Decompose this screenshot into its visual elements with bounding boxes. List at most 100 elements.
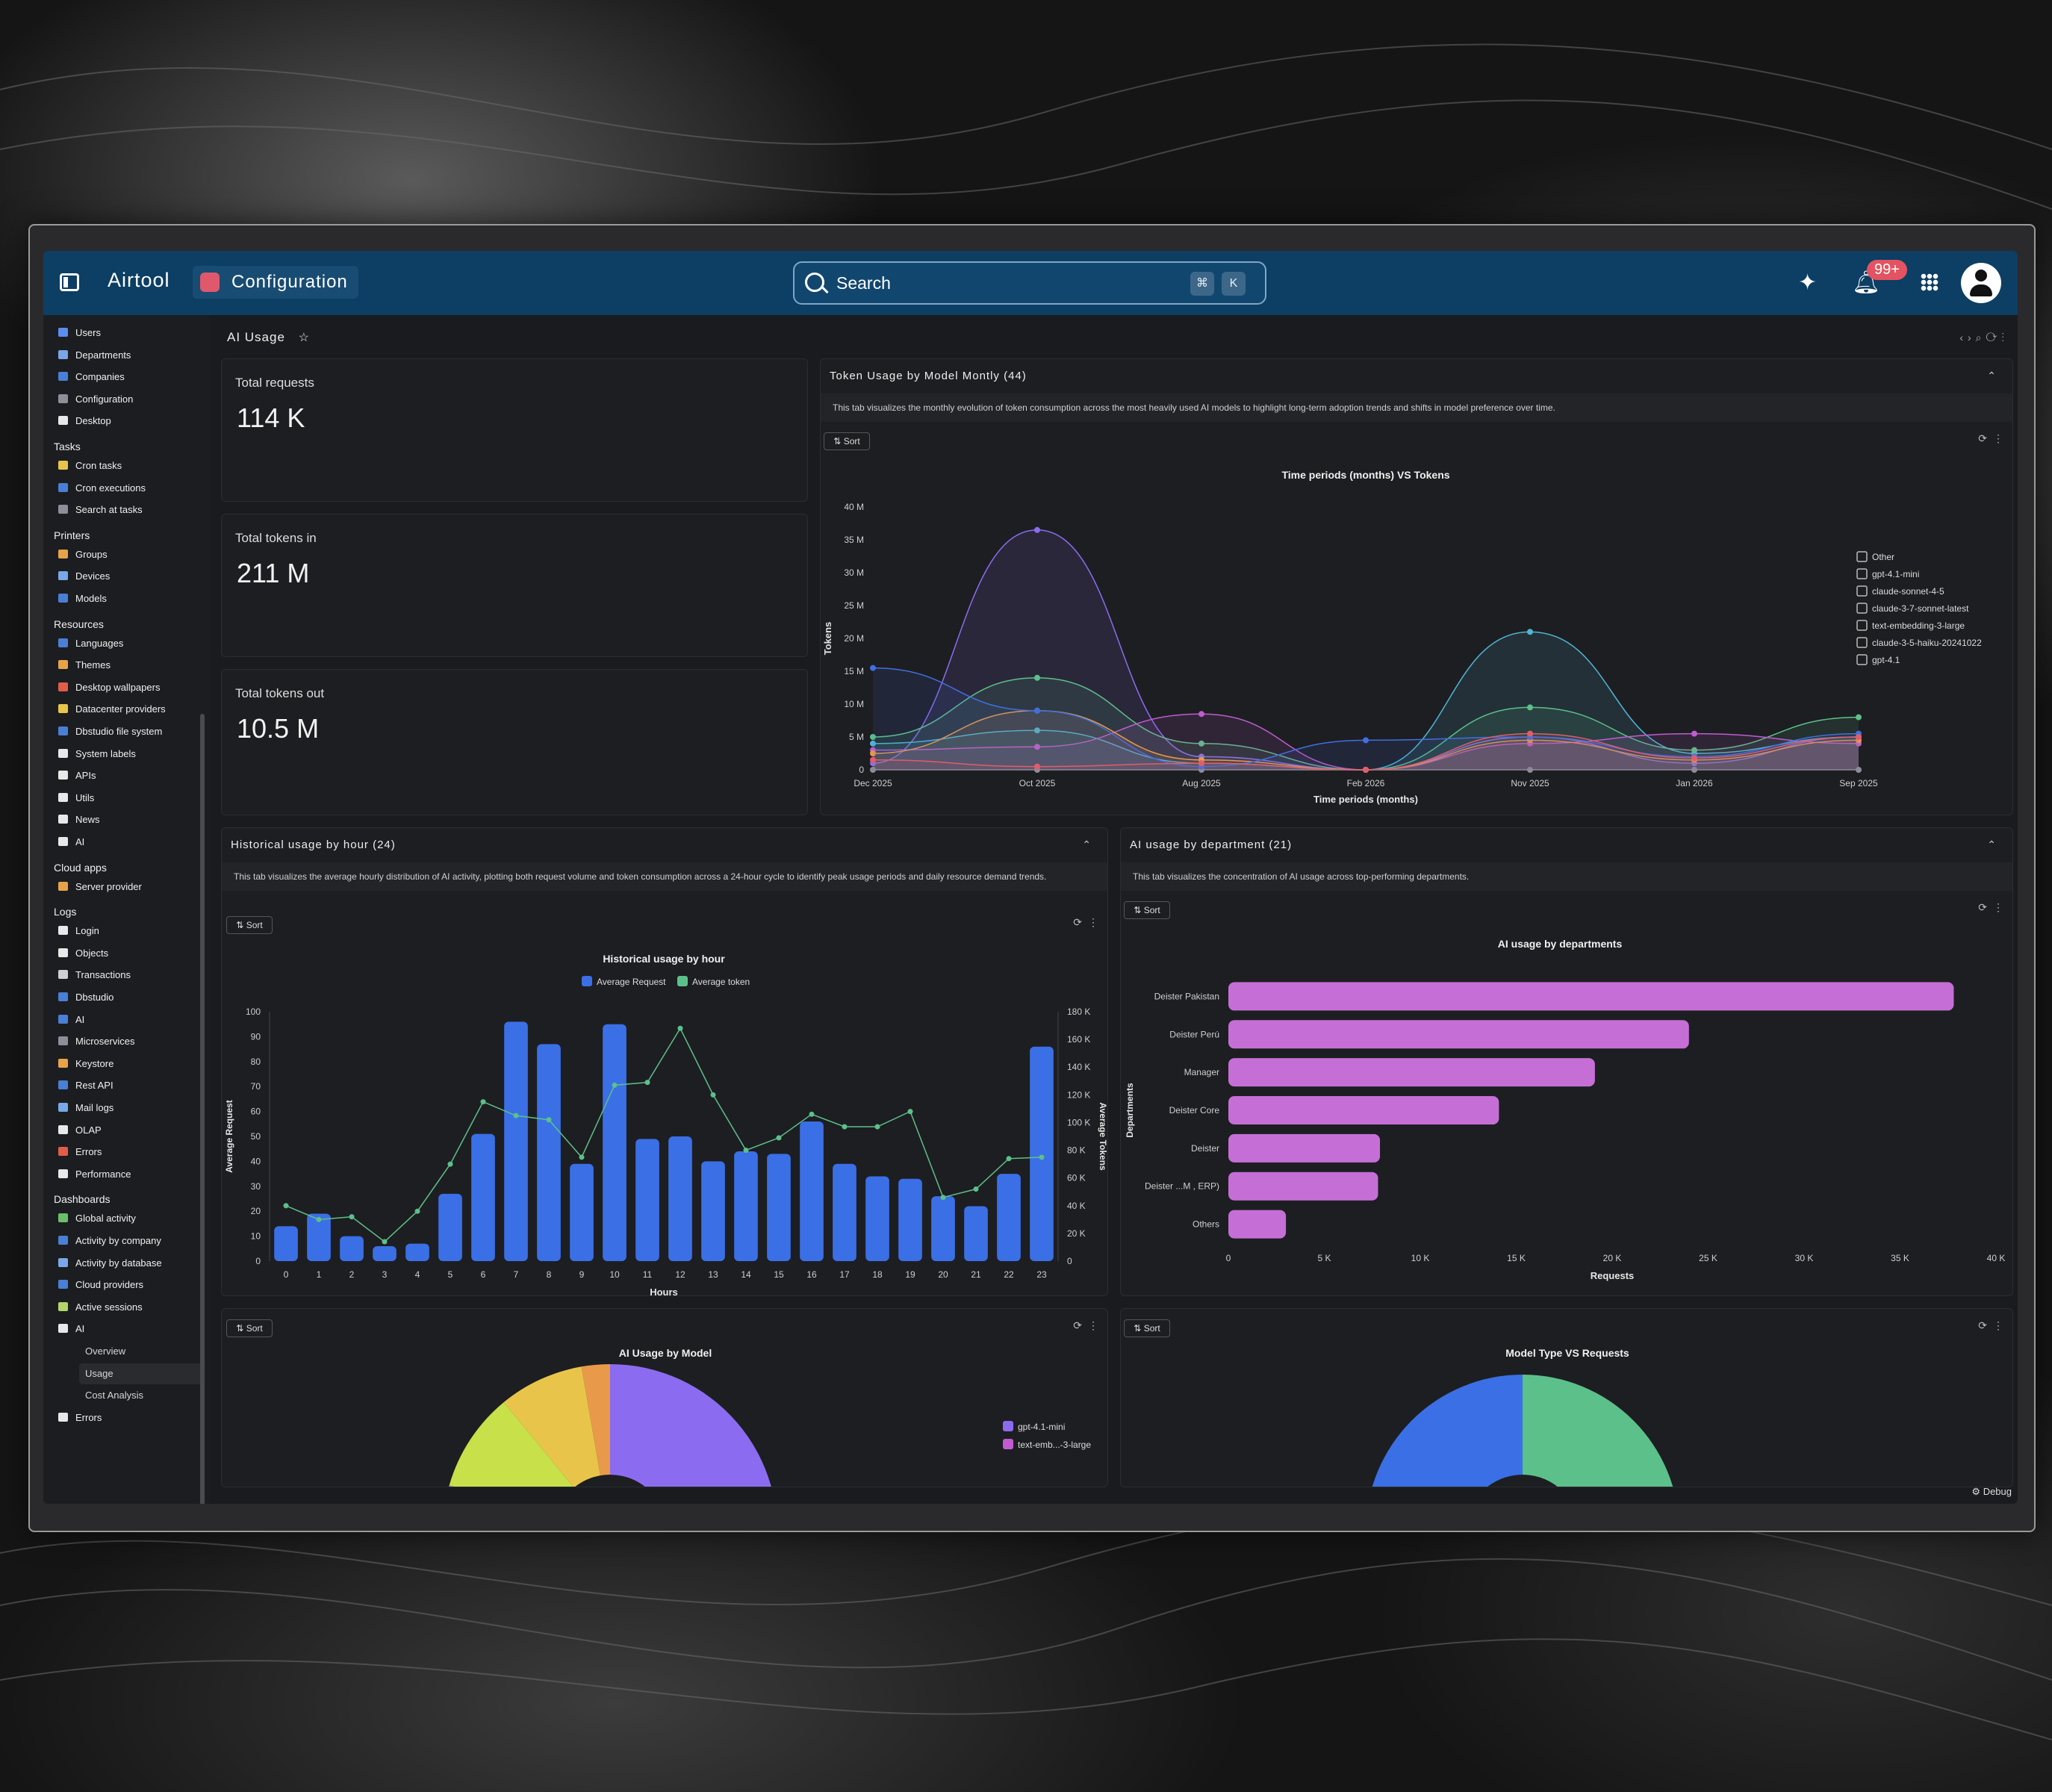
- performance-icon: [58, 1169, 68, 1178]
- sidebar-subitem-usage[interactable]: Usage: [79, 1363, 205, 1384]
- sidebar-item-departments[interactable]: Departments: [58, 345, 131, 366]
- sidebar-item-utils[interactable]: Utils: [58, 788, 94, 809]
- sidebar-item-activity-by-database[interactable]: Activity by database: [58, 1253, 162, 1274]
- panel-header[interactable]: Historical usage by hour (24) ⌃: [222, 828, 1107, 863]
- x-tick-label: 7: [514, 1269, 519, 1280]
- ai-sparkle-icon[interactable]: ✦: [1798, 270, 1818, 295]
- sidebar-item-datacenter-providers[interactable]: Datacenter providers: [58, 699, 166, 720]
- sidebar-item-themes[interactable]: Themes: [58, 655, 111, 676]
- sidebar-scrollbar[interactable]: [200, 714, 205, 1504]
- sidebar-item-apis[interactable]: APIs: [58, 765, 96, 786]
- sidebar-subitem-cost-analysis[interactable]: Cost Analysis: [85, 1390, 144, 1401]
- sidebar-item-transactions[interactable]: Transactions: [58, 965, 131, 986]
- sidebar-item-cron-tasks[interactable]: Cron tasks: [58, 455, 122, 476]
- panel-header[interactable]: AI usage by department (21) ⌃: [1121, 828, 2012, 863]
- sort-button[interactable]: ⇅ Sort: [1124, 1319, 1170, 1337]
- sort-button[interactable]: ⇅ Sort: [226, 1319, 273, 1337]
- sidebar-item-models[interactable]: Models: [58, 588, 107, 609]
- x-tick-label: 22: [1004, 1269, 1014, 1280]
- favorite-star-icon[interactable]: ☆: [298, 332, 311, 344]
- sidebar-subitem-overview[interactable]: Overview: [85, 1345, 126, 1357]
- apps-grid-icon[interactable]: [1921, 273, 1938, 291]
- sidebar-item-users[interactable]: Users: [58, 323, 101, 343]
- sidebar-item-languages[interactable]: Languages: [58, 633, 123, 654]
- sidebar-item-label: Performance: [75, 1168, 131, 1180]
- sidebar-item-rest-api[interactable]: Rest API: [58, 1075, 114, 1096]
- sort-button[interactable]: ⇅ Sort: [1124, 901, 1170, 919]
- debug-toggle[interactable]: ⚙ Debug: [1971, 1486, 2012, 1497]
- sidebar-item-news[interactable]: News: [58, 809, 100, 830]
- chart-tools[interactable]: ⟳⋮: [1073, 916, 1104, 928]
- data-point: [1527, 730, 1533, 737]
- sidebar-item-objects[interactable]: Objects: [58, 943, 108, 964]
- sidebar-item-microservices[interactable]: Microservices: [58, 1031, 134, 1052]
- y-tick-label: 40 M: [844, 502, 864, 512]
- sort-button[interactable]: ⇅ Sort: [824, 432, 870, 450]
- y2-axis-label: Average Tokens: [1098, 1102, 1108, 1171]
- collapse-caret-icon[interactable]: ⌃: [1082, 839, 1091, 850]
- module-chip[interactable]: Configuration: [193, 266, 358, 299]
- search-input[interactable]: Search ⌘ K: [793, 261, 1266, 305]
- sidebar-item-errors[interactable]: Errors: [58, 1142, 102, 1163]
- sidebar-item-mail-logs[interactable]: Mail logs: [58, 1098, 114, 1119]
- data-point: [870, 740, 876, 747]
- sidebar-item-performance[interactable]: Performance: [58, 1164, 131, 1185]
- chart-tools[interactable]: ⟳⋮: [1978, 432, 2009, 444]
- panel-header[interactable]: Token Usage by Model Montly (44) ⌃: [821, 359, 2012, 394]
- data-point: [870, 767, 876, 773]
- x-tick-label: 15 K: [1507, 1253, 1526, 1263]
- collapse-caret-icon[interactable]: ⌃: [1987, 839, 1996, 850]
- user-avatar[interactable]: [1961, 263, 2001, 303]
- sidebar-item-configuration[interactable]: Configuration: [58, 389, 133, 410]
- sidebar-item-errors[interactable]: Errors: [58, 1407, 102, 1428]
- errors-icon: [58, 1147, 68, 1157]
- sidebar-item-search-at-tasks[interactable]: Search at tasks: [58, 500, 143, 520]
- x-tick-label: 30 K: [1795, 1253, 1814, 1263]
- y2-tick-label: 60 K: [1067, 1173, 1086, 1183]
- sidebar-item-keystore[interactable]: Keystore: [58, 1054, 114, 1074]
- sidebar-item-login[interactable]: Login: [58, 921, 99, 942]
- sidebar-toggle-icon[interactable]: [60, 273, 79, 291]
- sidebar-item-activity-by-company[interactable]: Activity by company: [58, 1231, 161, 1251]
- y-axis-label: Tokens: [822, 622, 833, 656]
- sort-label: Sort: [843, 436, 860, 447]
- data-point: [1856, 734, 1862, 740]
- activity-by-company-icon: [58, 1236, 68, 1245]
- model-usage-chart: AI Usage by Model gpt-4.1-mini text-emb...…: [449, 1347, 1091, 1487]
- bar: [931, 1196, 955, 1261]
- sidebar-item-cron-executions[interactable]: Cron executions: [58, 478, 146, 499]
- sidebar-item-dbstudio-file-system[interactable]: Dbstudio file system: [58, 721, 162, 742]
- chart-tools[interactable]: ⟳⋮: [1978, 901, 2009, 913]
- page-toolbar[interactable]: ‹›⌕⟳⋮: [1959, 332, 2009, 343]
- chart-title: AI usage by departments: [1498, 938, 1623, 950]
- sidebar-item-olap[interactable]: OLAP: [58, 1120, 102, 1141]
- sidebar-item-groups[interactable]: Groups: [58, 544, 108, 565]
- chart-tools[interactable]: ⟳⋮: [1073, 1319, 1104, 1331]
- sidebar-item-label: Global activity: [75, 1213, 136, 1225]
- y-tick-label: 20: [251, 1206, 261, 1216]
- sidebar-item-dbstudio[interactable]: Dbstudio: [58, 987, 114, 1008]
- sidebar-item-ai[interactable]: AI: [58, 1319, 84, 1340]
- x-axis-label: Requests: [1591, 1270, 1635, 1281]
- sidebar-section-resources: Resources: [54, 617, 104, 630]
- sidebar-item-system-labels[interactable]: System labels: [58, 744, 136, 765]
- data-point: [1691, 767, 1697, 773]
- sort-button[interactable]: ⇅ Sort: [226, 916, 273, 934]
- sidebar-item-cloud-providers[interactable]: Cloud providers: [58, 1275, 143, 1295]
- sidebar-item-devices[interactable]: Devices: [58, 566, 110, 587]
- sidebar-item-active-sessions[interactable]: Active sessions: [58, 1297, 143, 1318]
- y-tick-label: 25 M: [844, 600, 864, 611]
- sidebar-item-global-activity[interactable]: Global activity: [58, 1208, 136, 1229]
- sidebar-item-ai[interactable]: AI: [58, 832, 84, 853]
- sidebar-item-ai[interactable]: AI: [58, 1009, 84, 1030]
- sidebar-item-desktop[interactable]: Desktop: [58, 411, 111, 432]
- sidebar-item-server-provider[interactable]: Server provider: [58, 877, 142, 897]
- sidebar-item-desktop-wallpapers[interactable]: Desktop wallpapers: [58, 677, 160, 698]
- chart-tools[interactable]: ⟳⋮: [1978, 1319, 2009, 1331]
- y-tick-label: Others: [1193, 1219, 1219, 1230]
- bar: [405, 1243, 429, 1261]
- sidebar-item-companies[interactable]: Companies: [58, 367, 125, 388]
- y-tick-label: Deister Core: [1169, 1105, 1220, 1116]
- data-point: [809, 1111, 815, 1117]
- collapse-caret-icon[interactable]: ⌃: [1987, 370, 1996, 382]
